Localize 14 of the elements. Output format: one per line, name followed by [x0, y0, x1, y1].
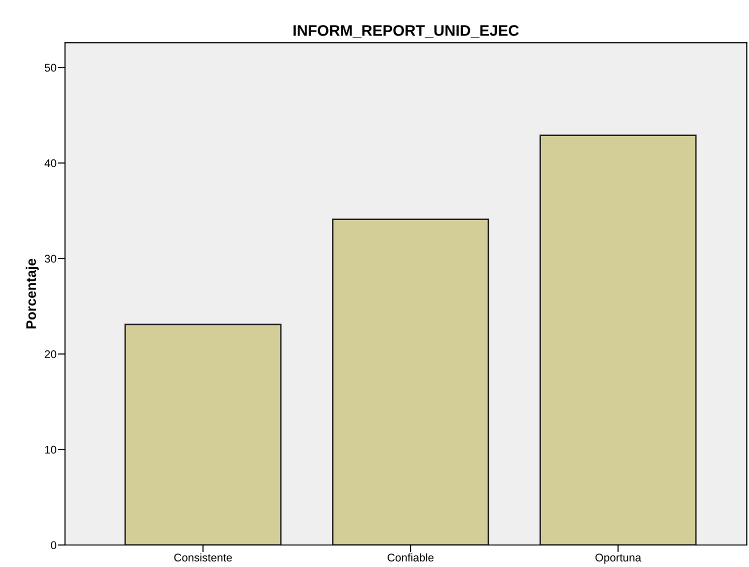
bar	[124, 324, 282, 545]
y-axis-title: Porcentaje	[26, 258, 39, 328]
y-tick-label: 40	[44, 159, 56, 168]
x-tick-label: Confiable	[388, 553, 434, 562]
x-tick-label: Consistente	[174, 553, 232, 562]
x-tick-label: Oportuna	[595, 554, 642, 564]
chart-title: INFORM_REPORT_UNID_EJEC	[294, 25, 519, 38]
y-tick-label: 10	[45, 446, 56, 454]
y-tick-label: 20	[44, 350, 56, 358]
y-tick-label: 0	[50, 541, 56, 550]
y-tick-label: 30	[44, 254, 56, 263]
bar	[540, 134, 697, 545]
bar	[332, 218, 490, 545]
y-tick-label: 50	[44, 64, 56, 72]
